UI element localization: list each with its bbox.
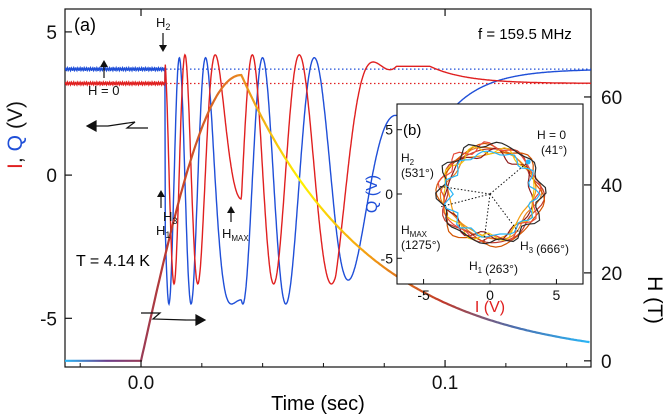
y-right-ticks: 60 40 20 0	[584, 88, 622, 373]
svg-text:H = 0: H = 0	[88, 83, 119, 98]
h3-h1-annotation: H3 H1	[156, 190, 177, 240]
y-left-axis-title: I,Q(V)	[4, 101, 27, 169]
left-axis-pointer-arrow	[85, 119, 148, 133]
inset-phase-rays	[440, 159, 531, 243]
inset-phase-ray	[489, 193, 521, 234]
right-axis-pointer-arrow	[141, 312, 207, 327]
inset-phase-ray	[483, 193, 491, 243]
inset-panel-b: (b) -5 0 550-5 I (V) Q (V) H = 0 (41°) H2 …	[364, 103, 584, 316]
inset-circle-trace	[442, 147, 534, 241]
x-tick-label: 0.1	[432, 373, 458, 394]
inset-h1-label: H1 (263°)	[469, 259, 518, 276]
inset-h2-phase: (531°)	[401, 166, 434, 180]
inset-y-tick-label: 0	[385, 186, 393, 202]
h0-annotation: H = 0	[88, 60, 119, 98]
y-left-ticks: 5 0 -5	[40, 23, 72, 330]
inset-ticks: -5 0 5 5 0 -5	[381, 122, 561, 303]
y-right-tick-label: 20	[601, 264, 622, 285]
y-right-tick-label: 60	[601, 88, 622, 109]
y-left-tick-label: -5	[40, 309, 57, 330]
y-right-tick-label: 40	[601, 176, 622, 197]
inset-y-tick-label: -5	[381, 250, 394, 266]
inset-circle-traces	[435, 141, 547, 248]
svg-text:HMAX: HMAX	[222, 226, 249, 243]
temperature-label: T = 4.14 K	[76, 253, 150, 270]
svg-text:H3: H3	[163, 209, 177, 226]
x-ticks: 0.0 0.1	[79, 9, 568, 394]
inset-circle-trace	[442, 147, 546, 244]
inset-phase-ray	[440, 185, 491, 195]
inset-y-axis-title: Q (V)	[364, 175, 381, 213]
inset-y-tick-label: 5	[385, 122, 393, 138]
y-left-tick-label: 0	[46, 166, 57, 187]
inset-x-tick-label: 5	[553, 287, 561, 303]
series-i-line	[65, 53, 591, 286]
field-pulse-line	[65, 73, 590, 362]
inset-circle-trace	[443, 150, 541, 238]
series-q-line	[65, 56, 591, 307]
inset-circle-trace	[435, 142, 546, 248]
inset-phase-ray	[489, 161, 529, 195]
h2-annotation: H2	[156, 15, 170, 52]
inset-hmax-label: HMAX	[401, 223, 428, 239]
inset-h3-label: H3 (666°)	[520, 239, 569, 256]
inset-x-tick-label: 0	[486, 287, 494, 303]
hmax-annotation: HMAX	[222, 206, 249, 243]
inset-hmax-phase: (1275°)	[401, 238, 441, 252]
panel-label-a: (a)	[74, 15, 96, 35]
y-right-tick-label: 0	[601, 352, 612, 373]
x-axis-title: Time (sec)	[271, 393, 365, 415]
inset-phase-ray	[441, 193, 491, 208]
svg-text:H1: H1	[156, 223, 170, 240]
inset-x-tick-label: -5	[417, 287, 430, 303]
y-right-axis-title: H (T)	[643, 276, 663, 324]
plot-frame	[64, 8, 592, 368]
inset-h0-label: H = 0	[537, 128, 566, 142]
frequency-label: f = 159.5 MHz	[478, 26, 572, 43]
inset-h0-phase: (41°)	[541, 143, 567, 157]
inset-circle-trace	[435, 141, 547, 245]
inset-x-axis-title: I (V)	[475, 299, 505, 316]
inset-h0-marker	[525, 159, 531, 165]
svg-text:H2: H2	[156, 15, 170, 32]
x-tick-label: 0.0	[128, 373, 154, 394]
inset-circle-trace	[442, 145, 535, 242]
inset-h2-label: H2	[401, 151, 415, 167]
panel-label-b: (b)	[403, 122, 421, 139]
y-left-tick-label: 5	[46, 23, 57, 44]
